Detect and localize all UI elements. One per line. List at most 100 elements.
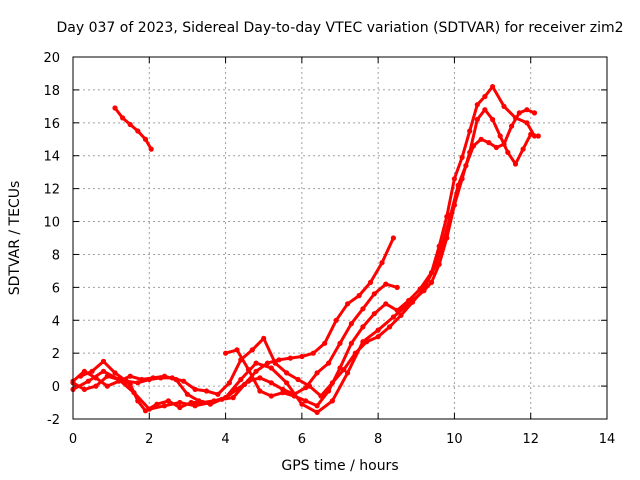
data-point <box>81 386 87 392</box>
data-point <box>135 380 141 386</box>
data-point <box>184 391 190 397</box>
y-tick-label: 18 <box>43 84 60 99</box>
data-point <box>104 383 110 389</box>
data-point <box>436 243 442 249</box>
data-point <box>337 340 343 346</box>
data-point <box>264 360 271 366</box>
data-point <box>192 403 198 409</box>
data-point <box>257 375 263 381</box>
data-point <box>280 390 286 396</box>
data-point <box>146 376 152 383</box>
data-point <box>135 128 141 134</box>
data-point <box>490 84 496 90</box>
y-tick-label: 8 <box>52 248 60 263</box>
data-point <box>238 376 244 383</box>
data-point <box>257 388 263 394</box>
data-point <box>459 154 465 160</box>
data-point <box>123 378 129 384</box>
data-point <box>463 163 469 169</box>
data-point <box>467 128 473 134</box>
x-tick-label: 6 <box>298 432 306 447</box>
data-point <box>505 149 511 155</box>
data-point <box>509 123 515 129</box>
data-point <box>177 399 183 406</box>
data-point <box>360 306 366 312</box>
data-point <box>100 368 107 374</box>
data-point <box>478 136 484 142</box>
data-point <box>142 136 149 142</box>
data-point <box>253 368 259 374</box>
data-point <box>165 398 171 404</box>
data-point <box>303 398 309 404</box>
data-point <box>535 133 541 139</box>
data-point <box>390 314 396 320</box>
y-tick-label: 4 <box>52 314 60 329</box>
data-point <box>531 110 538 116</box>
data-point <box>375 327 381 333</box>
data-point <box>112 105 118 111</box>
data-point <box>299 401 305 407</box>
data-point <box>501 141 507 147</box>
data-point <box>394 284 400 290</box>
data-point <box>524 120 530 126</box>
y-tick-label: 16 <box>43 117 60 132</box>
x-axis-label: GPS time / hours <box>281 458 398 474</box>
data-point <box>428 279 435 285</box>
data-point <box>148 146 154 152</box>
data-point <box>127 373 133 379</box>
data-point <box>490 116 496 123</box>
data-point <box>394 307 400 313</box>
data-point <box>512 115 519 121</box>
data-point <box>390 235 396 241</box>
data-point <box>276 357 282 363</box>
data-point <box>310 350 316 356</box>
data-point <box>93 383 99 389</box>
data-point <box>272 360 278 366</box>
data-point <box>284 370 290 376</box>
data-point <box>345 301 351 307</box>
data-point <box>512 161 519 167</box>
data-point <box>367 279 374 285</box>
data-point <box>230 395 236 401</box>
x-tick-label: 14 <box>599 432 616 447</box>
data-point <box>268 365 274 371</box>
data-point <box>245 367 252 373</box>
data-point <box>326 388 332 394</box>
series-points-segment-6 <box>223 84 538 409</box>
data-point <box>451 176 457 182</box>
x-tick-label: 10 <box>446 432 463 447</box>
data-point <box>444 214 450 220</box>
data-point <box>234 386 240 392</box>
data-point <box>474 102 480 108</box>
data-point <box>207 399 213 406</box>
data-point <box>154 401 160 407</box>
data-point <box>177 404 183 411</box>
x-tick-label: 2 <box>145 432 153 447</box>
y-tick-label: 6 <box>52 281 60 296</box>
y-axis-label: SDTVAR / TECUs <box>7 181 23 296</box>
data-point <box>223 395 229 401</box>
data-point <box>78 373 84 379</box>
data-point <box>348 321 354 327</box>
data-point <box>501 103 507 109</box>
data-point <box>253 360 259 366</box>
x-tick-label: 8 <box>374 432 382 447</box>
data-point <box>383 281 389 287</box>
data-point <box>161 403 168 409</box>
y-tick-label: 2 <box>52 347 60 362</box>
data-point <box>455 182 461 188</box>
y-tick-labels: -2 0 2 4 6 8 10 12 14 16 18 20 <box>43 51 60 428</box>
data-point <box>417 286 423 292</box>
data-point <box>100 358 107 364</box>
data-point <box>371 291 377 297</box>
x-tick-label: 4 <box>221 432 229 447</box>
data-point <box>348 340 354 346</box>
data-point <box>387 324 393 330</box>
data-point <box>314 403 320 409</box>
data-point <box>482 93 488 100</box>
data-point <box>314 370 320 376</box>
y-tick-label: 20 <box>43 51 60 66</box>
data-point <box>371 311 377 317</box>
data-point <box>383 301 389 307</box>
